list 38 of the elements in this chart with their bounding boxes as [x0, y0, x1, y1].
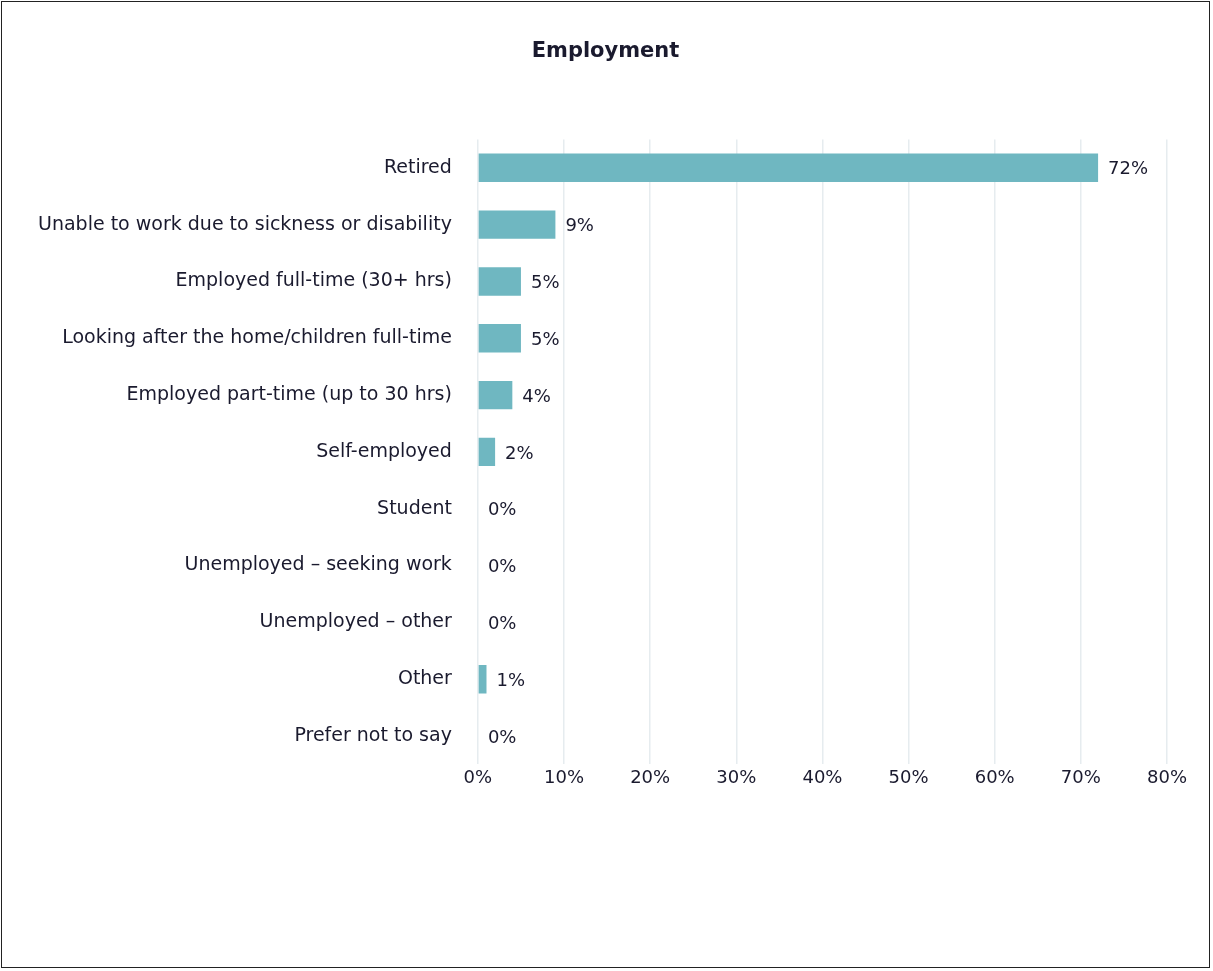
data-label: 2%	[505, 441, 534, 463]
data-label: 9%	[565, 214, 594, 236]
x-tick-label: 0%	[463, 765, 493, 787]
y-tick-label: Unemployed – seeking work	[184, 552, 452, 575]
x-tick-label: 30%	[716, 765, 757, 787]
x-tick-label: 60%	[974, 765, 1015, 787]
y-tick-label: Prefer not to say	[294, 722, 452, 745]
y-tick-label: Other	[397, 666, 453, 689]
data-label: 4%	[522, 384, 551, 406]
y-tick-label: Unable to work due to sickness or disability	[37, 211, 452, 234]
y-tick-label: Retired	[383, 154, 452, 177]
bar	[478, 267, 521, 296]
y-tick-label: Unemployed – other	[259, 609, 453, 632]
y-tick-label: Employed part-time (up to 30 hrs)	[126, 382, 452, 405]
bar	[478, 437, 496, 467]
chart-title: Employment	[530, 38, 681, 62]
y-tick-label: Looking after the home/children full-time	[62, 325, 452, 348]
bar	[478, 324, 521, 353]
bar	[478, 153, 1099, 183]
x-tick-label: 70%	[1060, 765, 1101, 787]
x-tick-label: 50%	[888, 765, 929, 787]
x-tick-label: 10%	[544, 765, 585, 787]
y-tick-label: Student	[377, 495, 452, 518]
bar	[478, 210, 556, 239]
x-tick-label: 40%	[802, 765, 843, 787]
bar	[478, 380, 513, 410]
data-label: 0%	[487, 555, 517, 577]
data-label: 72%	[1108, 157, 1149, 179]
data-label: 0%	[487, 612, 517, 634]
y-tick-label: Employed full-time (30+ hrs)	[175, 268, 452, 291]
y-tick-label: Self-employed	[316, 438, 452, 461]
data-label: 5%	[530, 327, 560, 349]
data-label: 1%	[496, 668, 526, 690]
data-label: 5%	[530, 271, 560, 293]
data-label: 0%	[487, 725, 517, 747]
x-tick-label: 20%	[630, 765, 671, 787]
x-tick-label: 80%	[1146, 765, 1188, 787]
data-label: 0%	[487, 498, 517, 520]
